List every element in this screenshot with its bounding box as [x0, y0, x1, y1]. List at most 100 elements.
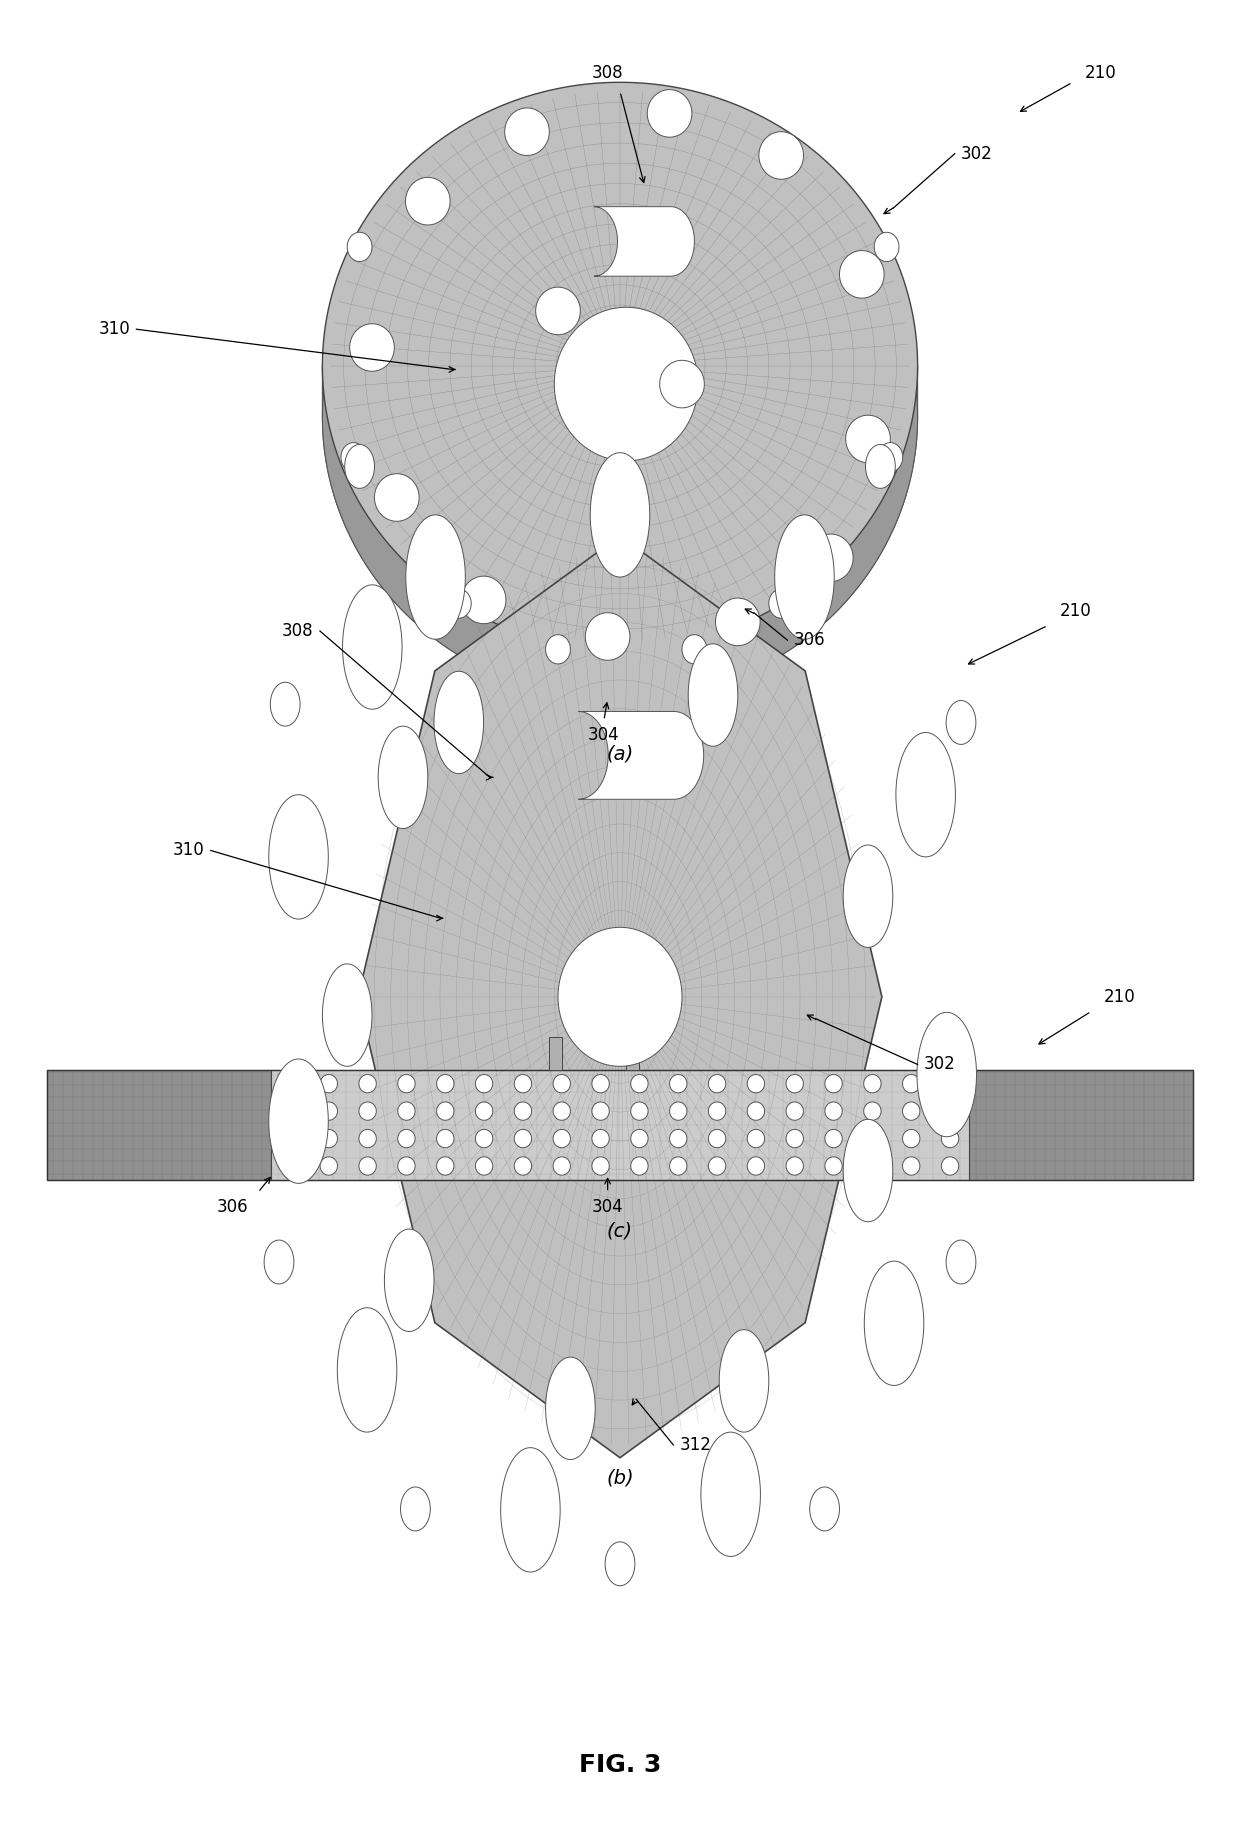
Polygon shape	[264, 1240, 294, 1284]
Polygon shape	[320, 1103, 337, 1119]
Text: 310: 310	[172, 841, 205, 860]
Polygon shape	[585, 613, 630, 660]
Text: (c): (c)	[608, 1222, 632, 1240]
Polygon shape	[358, 1103, 376, 1119]
Polygon shape	[941, 1158, 959, 1174]
Polygon shape	[660, 360, 704, 408]
Polygon shape	[475, 1158, 492, 1174]
Polygon shape	[405, 516, 465, 638]
Text: 210: 210	[1085, 64, 1117, 82]
Polygon shape	[918, 1013, 977, 1136]
Polygon shape	[846, 415, 890, 463]
Polygon shape	[553, 1158, 570, 1174]
Polygon shape	[903, 1103, 920, 1119]
Polygon shape	[864, 1130, 882, 1147]
Polygon shape	[358, 1158, 376, 1174]
Polygon shape	[554, 307, 698, 461]
Polygon shape	[786, 1075, 804, 1092]
Polygon shape	[843, 845, 893, 947]
Polygon shape	[546, 635, 570, 664]
Polygon shape	[475, 1130, 492, 1147]
Text: FIG. 3: FIG. 3	[579, 1752, 661, 1778]
Polygon shape	[269, 1059, 329, 1183]
Polygon shape	[320, 1130, 337, 1147]
Polygon shape	[281, 1158, 299, 1174]
Polygon shape	[536, 287, 580, 335]
Polygon shape	[708, 1130, 725, 1147]
Polygon shape	[874, 232, 899, 262]
Polygon shape	[401, 1487, 430, 1531]
Bar	[970, 1070, 1193, 1180]
Polygon shape	[337, 1308, 397, 1432]
Polygon shape	[475, 1103, 492, 1119]
Polygon shape	[748, 1075, 765, 1092]
Polygon shape	[322, 82, 918, 649]
Polygon shape	[590, 454, 650, 576]
Polygon shape	[941, 1075, 959, 1092]
Polygon shape	[558, 927, 682, 1066]
Polygon shape	[748, 1103, 765, 1119]
Polygon shape	[461, 576, 506, 624]
Polygon shape	[358, 536, 882, 1458]
Polygon shape	[281, 1103, 299, 1119]
Polygon shape	[378, 726, 428, 829]
Polygon shape	[631, 1130, 649, 1147]
Polygon shape	[322, 366, 918, 701]
Polygon shape	[866, 444, 895, 488]
Text: 310: 310	[98, 320, 130, 338]
Polygon shape	[810, 1487, 839, 1531]
Polygon shape	[501, 1449, 560, 1571]
Polygon shape	[759, 132, 804, 179]
Polygon shape	[864, 1158, 882, 1174]
Polygon shape	[436, 1130, 454, 1147]
Polygon shape	[281, 1075, 299, 1092]
Polygon shape	[670, 1130, 687, 1147]
Polygon shape	[358, 1075, 376, 1092]
Polygon shape	[701, 1432, 760, 1556]
Polygon shape	[708, 1158, 725, 1174]
Text: 210: 210	[1060, 602, 1092, 620]
Polygon shape	[946, 701, 976, 744]
Polygon shape	[446, 589, 471, 618]
Polygon shape	[897, 733, 955, 856]
Polygon shape	[398, 1103, 415, 1119]
Polygon shape	[405, 177, 450, 225]
Polygon shape	[553, 1130, 570, 1147]
Polygon shape	[475, 1075, 492, 1092]
Text: 302: 302	[924, 1055, 956, 1074]
Polygon shape	[269, 796, 329, 918]
Polygon shape	[553, 1075, 570, 1092]
Polygon shape	[708, 1075, 725, 1092]
Polygon shape	[322, 134, 918, 701]
Polygon shape	[631, 1075, 649, 1092]
Polygon shape	[436, 1158, 454, 1174]
Polygon shape	[808, 534, 853, 582]
Text: 304: 304	[588, 726, 620, 744]
Polygon shape	[436, 1103, 454, 1119]
Polygon shape	[505, 108, 549, 155]
Polygon shape	[941, 1130, 959, 1147]
Polygon shape	[839, 251, 884, 298]
Polygon shape	[515, 1075, 532, 1092]
Polygon shape	[682, 635, 707, 664]
Polygon shape	[903, 1075, 920, 1092]
Bar	[270, 1070, 970, 1180]
Polygon shape	[591, 1075, 609, 1092]
Polygon shape	[594, 207, 694, 276]
Text: 302: 302	[961, 144, 993, 163]
Polygon shape	[786, 1130, 804, 1147]
Polygon shape	[631, 1103, 649, 1119]
Text: 304: 304	[591, 1198, 624, 1216]
Polygon shape	[591, 1130, 609, 1147]
Bar	[47, 1070, 1193, 1180]
Polygon shape	[322, 964, 372, 1066]
Polygon shape	[941, 1103, 959, 1119]
Polygon shape	[786, 1158, 804, 1174]
Polygon shape	[515, 1130, 532, 1147]
Polygon shape	[374, 474, 419, 521]
Text: (b): (b)	[606, 1469, 634, 1487]
Polygon shape	[270, 682, 300, 726]
Polygon shape	[825, 1130, 842, 1147]
Text: 306: 306	[216, 1198, 248, 1216]
Polygon shape	[434, 671, 484, 774]
